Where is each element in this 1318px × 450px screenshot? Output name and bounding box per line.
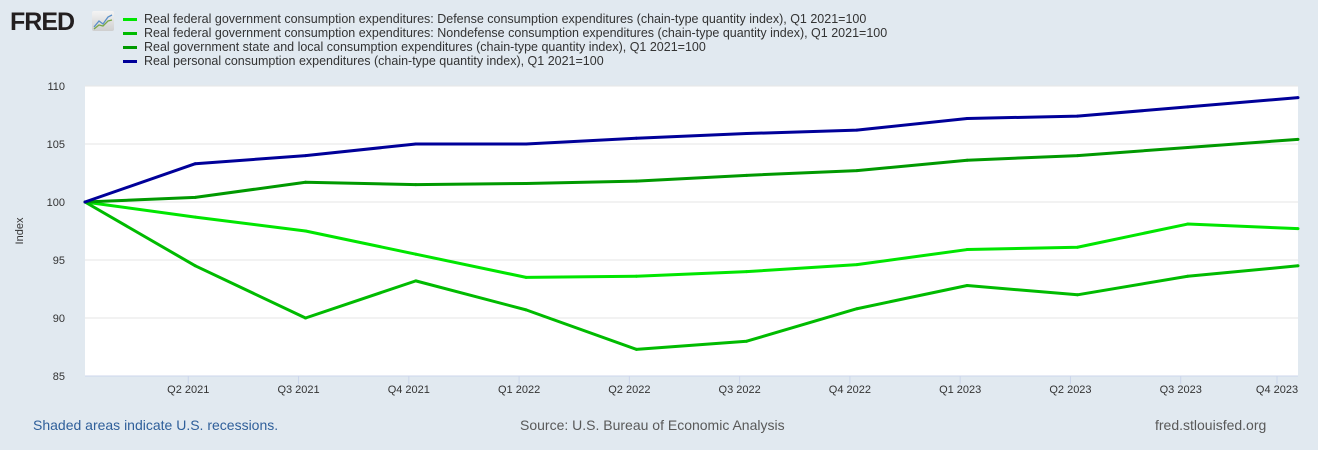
series-line-2 bbox=[84, 137, 1299, 204]
data-point bbox=[1186, 274, 1190, 278]
data-point bbox=[745, 173, 749, 177]
data-point bbox=[855, 128, 859, 132]
data-point bbox=[745, 339, 749, 343]
site-link[interactable]: fred.stlouisfed.org bbox=[1155, 417, 1267, 433]
data-point bbox=[855, 307, 859, 311]
x-tick-label: Q3 2021 bbox=[277, 384, 319, 396]
data-point bbox=[414, 279, 418, 283]
series-line-3 bbox=[84, 96, 1299, 204]
legend-item[interactable]: Real personal consumption expenditures (… bbox=[123, 54, 887, 68]
y-tick-label: 110 bbox=[47, 81, 65, 93]
series-line-0 bbox=[84, 200, 1299, 279]
x-tick-label: Q1 2023 bbox=[939, 384, 981, 396]
data-point bbox=[193, 215, 197, 219]
data-point bbox=[634, 347, 638, 351]
legend-item[interactable]: Real federal government consumption expe… bbox=[123, 12, 887, 26]
recession-note[interactable]: Shaded areas indicate U.S. recessions. bbox=[33, 417, 279, 433]
data-point bbox=[524, 181, 528, 185]
legend-swatch bbox=[123, 17, 137, 21]
data-point bbox=[414, 252, 418, 256]
y-axis-label: Index bbox=[14, 217, 26, 244]
legend-swatch bbox=[123, 59, 137, 63]
legend-label: Real federal government consumption expe… bbox=[144, 12, 867, 26]
data-point bbox=[1075, 114, 1079, 118]
data-point bbox=[745, 132, 749, 136]
data-point bbox=[855, 263, 859, 267]
x-tick-label: Q3 2022 bbox=[719, 384, 761, 396]
data-point bbox=[304, 154, 308, 158]
data-point bbox=[1296, 264, 1300, 268]
y-tick-label: 95 bbox=[53, 255, 65, 267]
data-point bbox=[524, 308, 528, 312]
data-point bbox=[965, 284, 969, 288]
y-tick-label: 105 bbox=[47, 139, 65, 151]
data-point bbox=[193, 162, 197, 166]
data-point bbox=[965, 158, 969, 162]
legend: Real federal government consumption expe… bbox=[123, 12, 887, 68]
data-point bbox=[1296, 227, 1300, 231]
data-point bbox=[965, 116, 969, 120]
data-point bbox=[1186, 145, 1190, 149]
data-point bbox=[634, 274, 638, 278]
legend-swatch bbox=[123, 45, 137, 49]
data-point bbox=[1186, 222, 1190, 226]
source-note: Source: U.S. Bureau of Economic Analysis bbox=[520, 417, 785, 433]
x-tick-label: Q1 2022 bbox=[498, 384, 540, 396]
y-tick-label: 90 bbox=[53, 313, 65, 325]
data-point bbox=[1075, 293, 1079, 297]
data-point bbox=[193, 264, 197, 268]
plot-area bbox=[85, 86, 1298, 376]
data-point bbox=[414, 142, 418, 146]
data-point bbox=[1186, 105, 1190, 109]
data-point bbox=[524, 275, 528, 279]
legend-label: Real federal government consumption expe… bbox=[144, 26, 888, 40]
data-point bbox=[745, 270, 749, 274]
data-point bbox=[1075, 245, 1079, 249]
data-point bbox=[304, 316, 308, 320]
data-point bbox=[414, 183, 418, 187]
x-tick-label: Q2 2021 bbox=[167, 384, 209, 396]
data-point bbox=[634, 136, 638, 140]
x-tick-label: Q4 2022 bbox=[829, 384, 871, 396]
data-point bbox=[1296, 96, 1300, 100]
data-point bbox=[304, 180, 308, 184]
x-tick-label: Q4 2023 bbox=[1256, 384, 1298, 396]
x-tick-label: Q2 2023 bbox=[1049, 384, 1091, 396]
data-point bbox=[855, 169, 859, 173]
x-tick-label: Q2 2022 bbox=[608, 384, 650, 396]
legend-item[interactable]: Real federal government consumption expe… bbox=[123, 26, 887, 40]
fred-logo[interactable]: FRED bbox=[10, 8, 75, 36]
legend-item[interactable]: Real government state and local consumpt… bbox=[123, 40, 887, 54]
data-point bbox=[83, 200, 87, 204]
data-point bbox=[304, 229, 308, 233]
x-tick-label: Q4 2021 bbox=[388, 384, 430, 396]
data-point bbox=[1075, 154, 1079, 158]
data-point bbox=[1296, 137, 1300, 141]
y-tick-label: 85 bbox=[53, 371, 65, 383]
series-line-1 bbox=[84, 200, 1299, 351]
line-chart: 85 90 95 100 105 110 Q2 2021 Q3 2021 Q4 2021 Q1 2… bbox=[14, 81, 1300, 396]
data-point bbox=[193, 195, 197, 199]
legend-label: Real personal consumption expenditures (… bbox=[144, 54, 604, 68]
y-tick-label: 100 bbox=[47, 197, 65, 209]
data-point bbox=[524, 142, 528, 146]
x-tick-label: Q3 2023 bbox=[1160, 384, 1202, 396]
data-point bbox=[965, 248, 969, 252]
data-point bbox=[634, 179, 638, 183]
chart-logo-icon bbox=[92, 11, 114, 31]
legend-swatch bbox=[123, 31, 137, 35]
legend-label: Real government state and local consumpt… bbox=[144, 40, 706, 54]
